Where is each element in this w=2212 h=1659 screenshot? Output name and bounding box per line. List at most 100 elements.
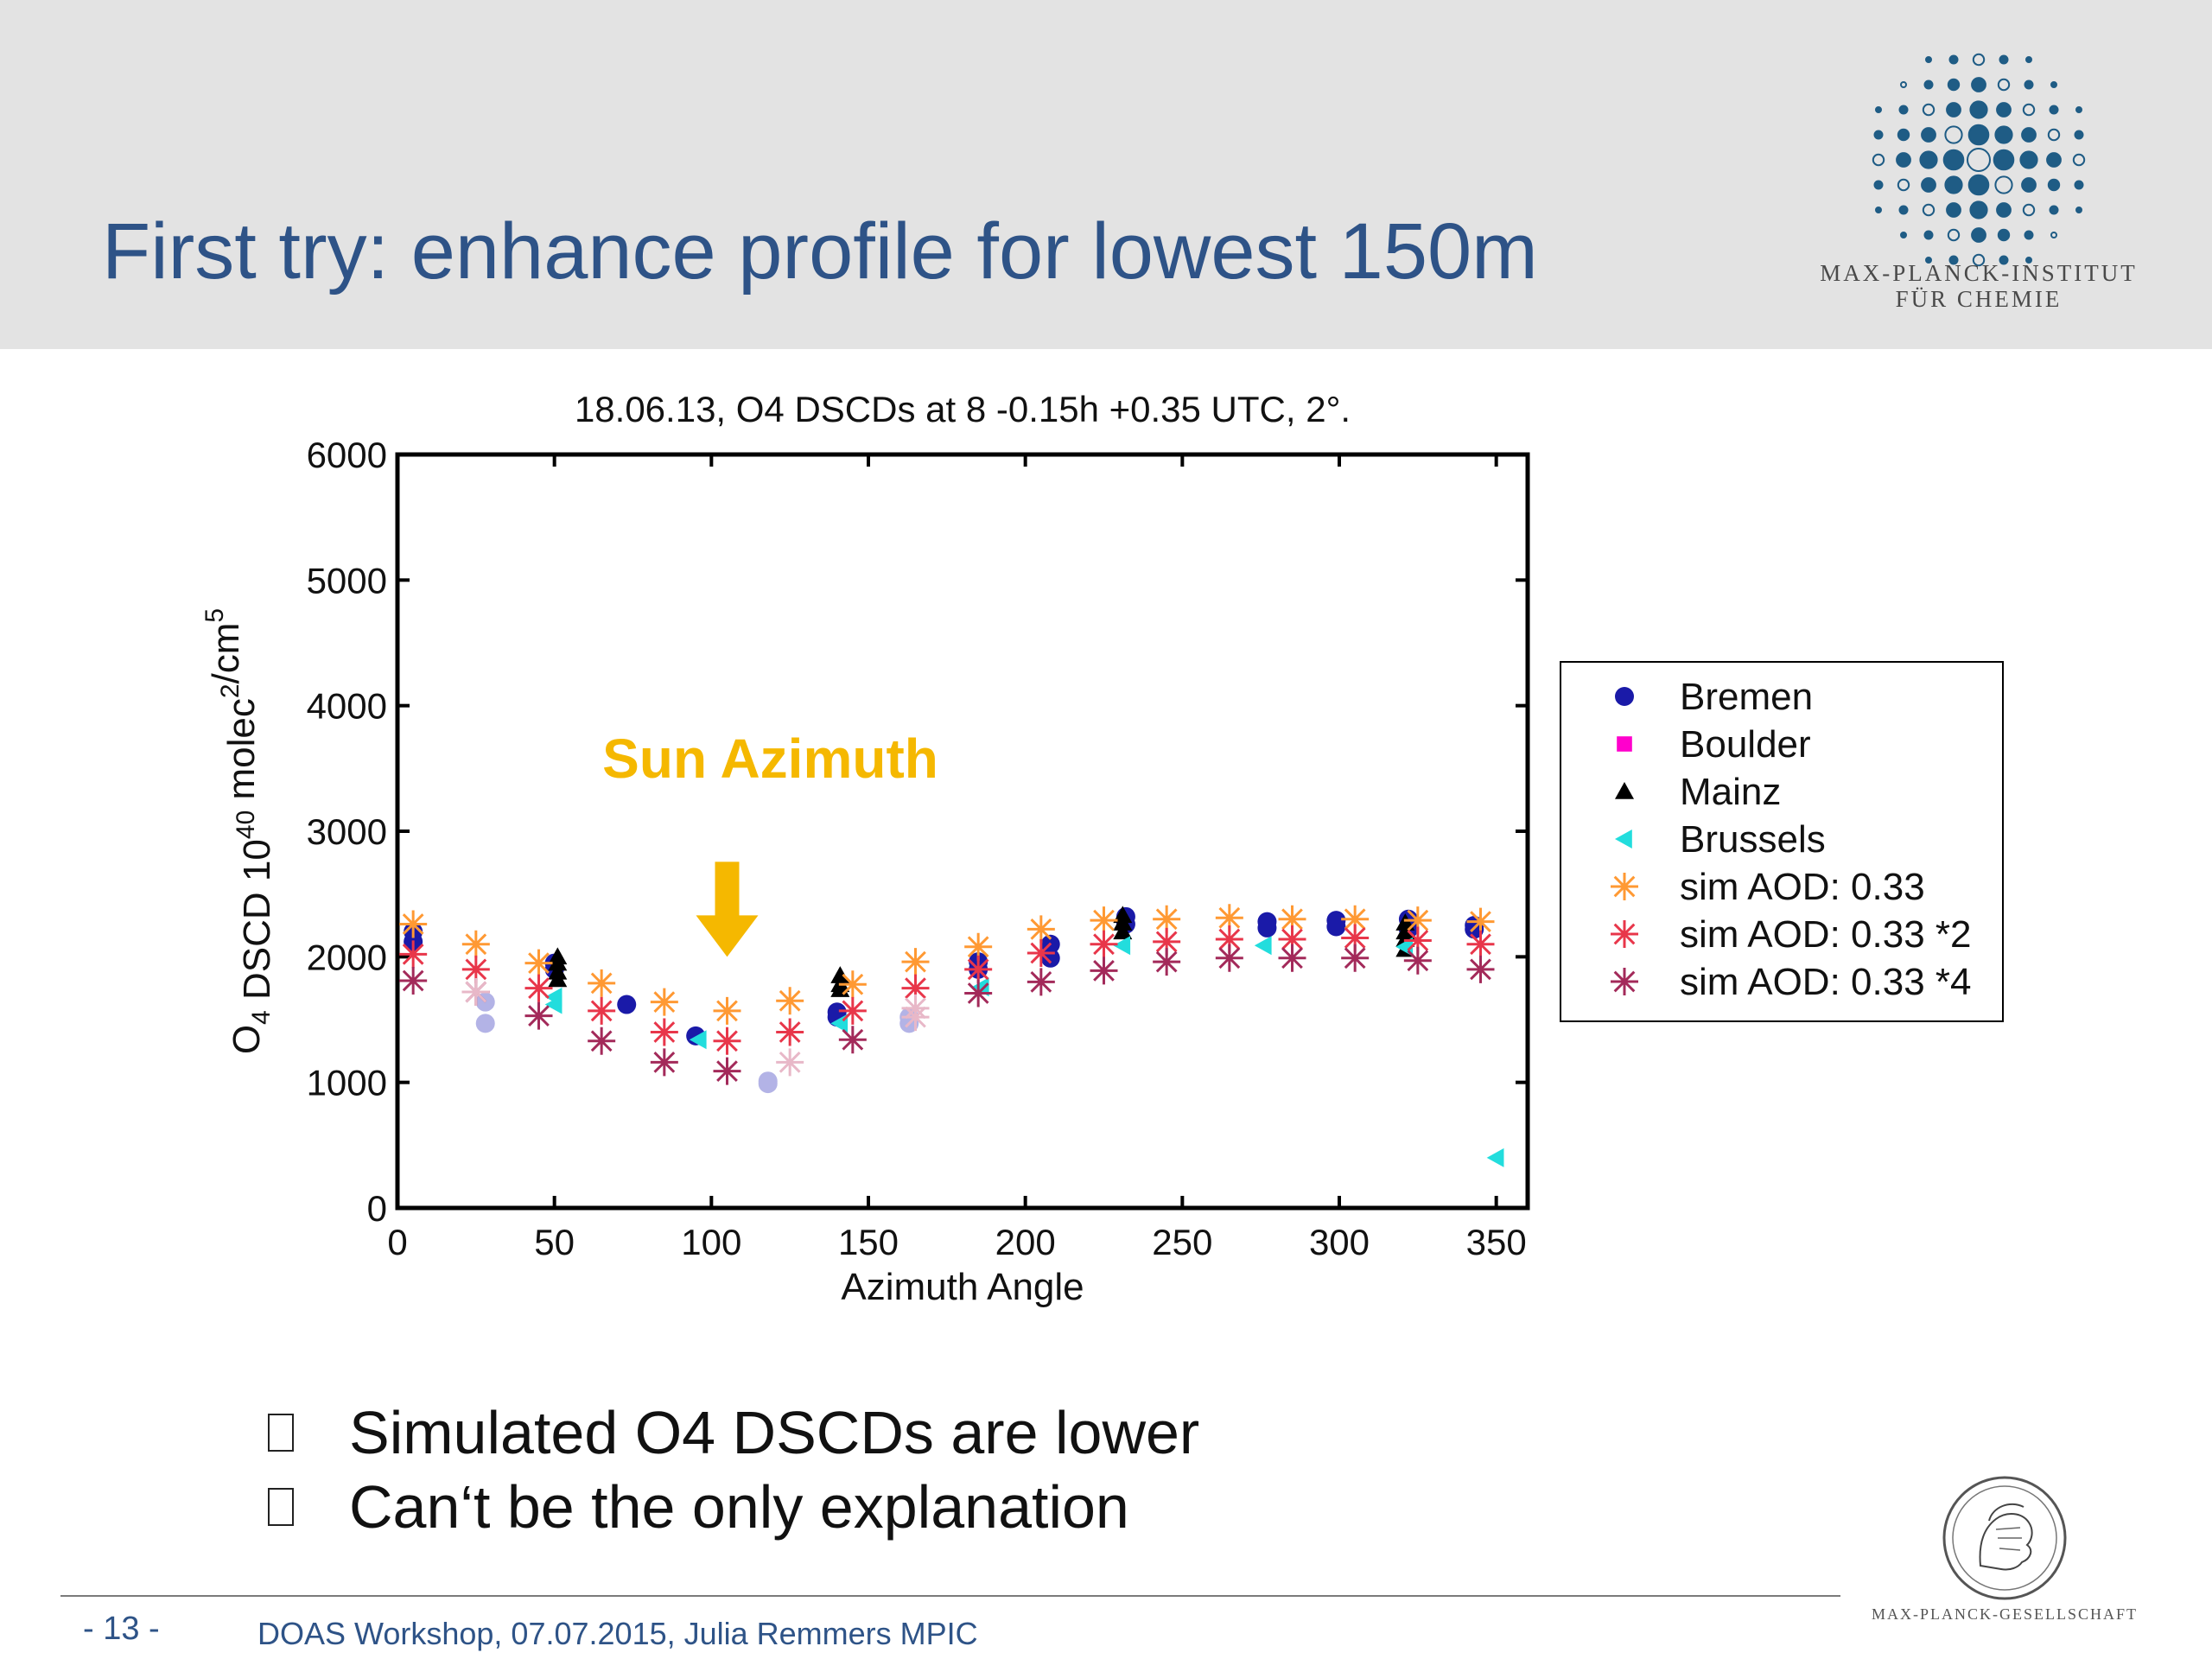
header-band	[0, 0, 2212, 349]
legend-label: sim AOD: 0.33 *4	[1680, 961, 1971, 1003]
logo-dot	[1967, 124, 1990, 146]
point-sim-aod-0-33	[1090, 906, 1118, 935]
legend-marker	[1611, 873, 1638, 900]
logo-dot	[1967, 174, 1990, 196]
point-sim-aod-0-33-4	[1090, 957, 1118, 985]
point-sim-aod-0-33	[964, 932, 993, 961]
logo-dot	[1942, 149, 1965, 171]
sun-azimuth-label: Sun Azimuth	[602, 728, 938, 790]
point-sim-aod-0-33	[1403, 906, 1432, 935]
x-tick-label: 200	[995, 1222, 1056, 1262]
bullet-marker-icon	[268, 1488, 294, 1526]
logo-dot	[1997, 78, 2011, 92]
point-sim-aod-0-33-2	[1090, 930, 1118, 958]
logo-dot	[2075, 207, 2082, 213]
logo-dot	[2025, 257, 2032, 264]
logo-dot	[1921, 127, 1936, 143]
data-points	[399, 904, 1504, 1167]
point-sim-aod-0-33-2	[1403, 926, 1432, 955]
x-axis-label: Azimuth Angle	[841, 1266, 1084, 1308]
logo-dot	[1897, 128, 1910, 142]
point-sim-aod-0-33	[461, 930, 490, 958]
logo-dot	[2047, 178, 2061, 192]
logo-dot	[1921, 177, 1936, 193]
legend-label: sim AOD: 0.33	[1680, 866, 1925, 908]
point-sim-aod-0-33-2	[838, 996, 867, 1025]
legend-marker	[1615, 830, 1632, 849]
point-bremen	[1326, 917, 1346, 937]
point-sim-aod-0-33	[901, 948, 930, 976]
y-tick-label: 6000	[307, 435, 387, 475]
chart-title: 18.06.13, O4 DSCDs at 8 -0.15h +0.35 UTC…	[575, 389, 1351, 429]
point-sim-aod-0-33-4	[713, 1057, 741, 1085]
logo-dot	[1944, 175, 1963, 194]
logo-dot	[1896, 152, 1911, 168]
point-sim-aod-0-33	[838, 970, 867, 999]
point-sim-aod-0-33-2	[1215, 925, 1243, 953]
logo-dot	[1948, 255, 1959, 265]
logo-dot	[2024, 79, 2034, 90]
point-sim-aod-0-33-2	[1466, 930, 1495, 958]
logo-dot	[1969, 100, 1988, 119]
point-brussels	[1113, 936, 1131, 956]
legend-label: sim AOD: 0.33 *2	[1680, 913, 1971, 956]
logo-dot	[1919, 150, 1938, 169]
logo-dot	[1994, 175, 2013, 194]
logo-dot	[1925, 56, 1932, 63]
point-sim-faded	[901, 1003, 930, 1032]
logo-dot	[1900, 81, 1907, 88]
bullet-text: Simulated O4 DSCDs are lower	[349, 1399, 1200, 1466]
logo-dot	[1972, 253, 1986, 267]
footer-divider	[60, 1595, 1840, 1597]
point-sim-aod-0-33-2	[1027, 938, 1055, 967]
logo-dot	[1971, 227, 1986, 243]
sun-azimuth-arrow-icon	[696, 861, 759, 957]
point-bremen-faded	[758, 1074, 778, 1094]
logo-dot	[2049, 205, 2059, 215]
legend-label: Brussels	[1680, 818, 1826, 861]
legend-frame	[1560, 661, 2004, 1022]
y-tick-label: 1000	[307, 1063, 387, 1103]
logo-dot	[1873, 180, 1884, 190]
logo-dot	[1922, 203, 1936, 217]
point-brussels	[689, 1030, 707, 1050]
point-sim-aod-0-33-4	[1341, 944, 1370, 972]
logo-dot	[1969, 200, 1988, 219]
institute-name: MAX-PLANCK-INSTITUT FÜR CHEMIE	[1797, 260, 2160, 312]
x-tick-label: 300	[1309, 1222, 1370, 1262]
logo-dot	[1872, 153, 1885, 167]
point-sim-aod-0-33-4	[1466, 955, 1495, 983]
o4-dscd-scatter-chart: 18.06.13, O4 DSCDs at 8 -0.15h +0.35 UTC…	[200, 389, 2004, 1308]
point-brussels	[1254, 936, 1272, 956]
bullet-list: Simulated O4 DSCDs are lower Can‘t be th…	[268, 1395, 1199, 1544]
logo-dot	[2022, 203, 2036, 217]
point-sim-faded	[461, 978, 490, 1007]
logo-dot	[1923, 230, 1934, 240]
point-sim-aod-0-33	[713, 996, 741, 1025]
logo-dot	[1875, 106, 1882, 113]
logo-dot	[1999, 255, 2009, 265]
point-sim-aod-0-33	[1153, 905, 1181, 933]
point-sim-aod-0-33-4	[588, 1027, 616, 1055]
legend-label: Mainz	[1680, 771, 1781, 813]
point-mainz	[548, 969, 568, 988]
logo-dot	[2074, 180, 2084, 190]
x-tick-label: 250	[1152, 1222, 1212, 1262]
legend: Bremen Boulder Mainz Brussels sim AOD: 0.33 s…	[1560, 661, 2004, 1022]
logo-dot	[1875, 207, 1882, 213]
logo-dot	[1993, 149, 2015, 171]
logo-dot	[2072, 153, 2086, 167]
point-bremen	[1257, 918, 1277, 938]
logo-dot	[1967, 148, 1991, 172]
point-sim-aod-0-33-2	[713, 1027, 741, 1055]
x-tick-label: 50	[534, 1222, 575, 1262]
page-number: - 13 -	[83, 1611, 160, 1647]
y-tick-label: 3000	[307, 811, 387, 852]
point-sim-aod-0-33-2	[1153, 927, 1181, 956]
point-sim-aod-0-33-2	[901, 974, 930, 1002]
logo-dot	[2047, 128, 2061, 142]
x-tick-label: 100	[681, 1222, 741, 1262]
point-mainz	[1395, 913, 1415, 931]
point-sim-aod-0-33-4	[1403, 946, 1432, 975]
point-sim-aod-0-33-4	[1278, 944, 1306, 972]
